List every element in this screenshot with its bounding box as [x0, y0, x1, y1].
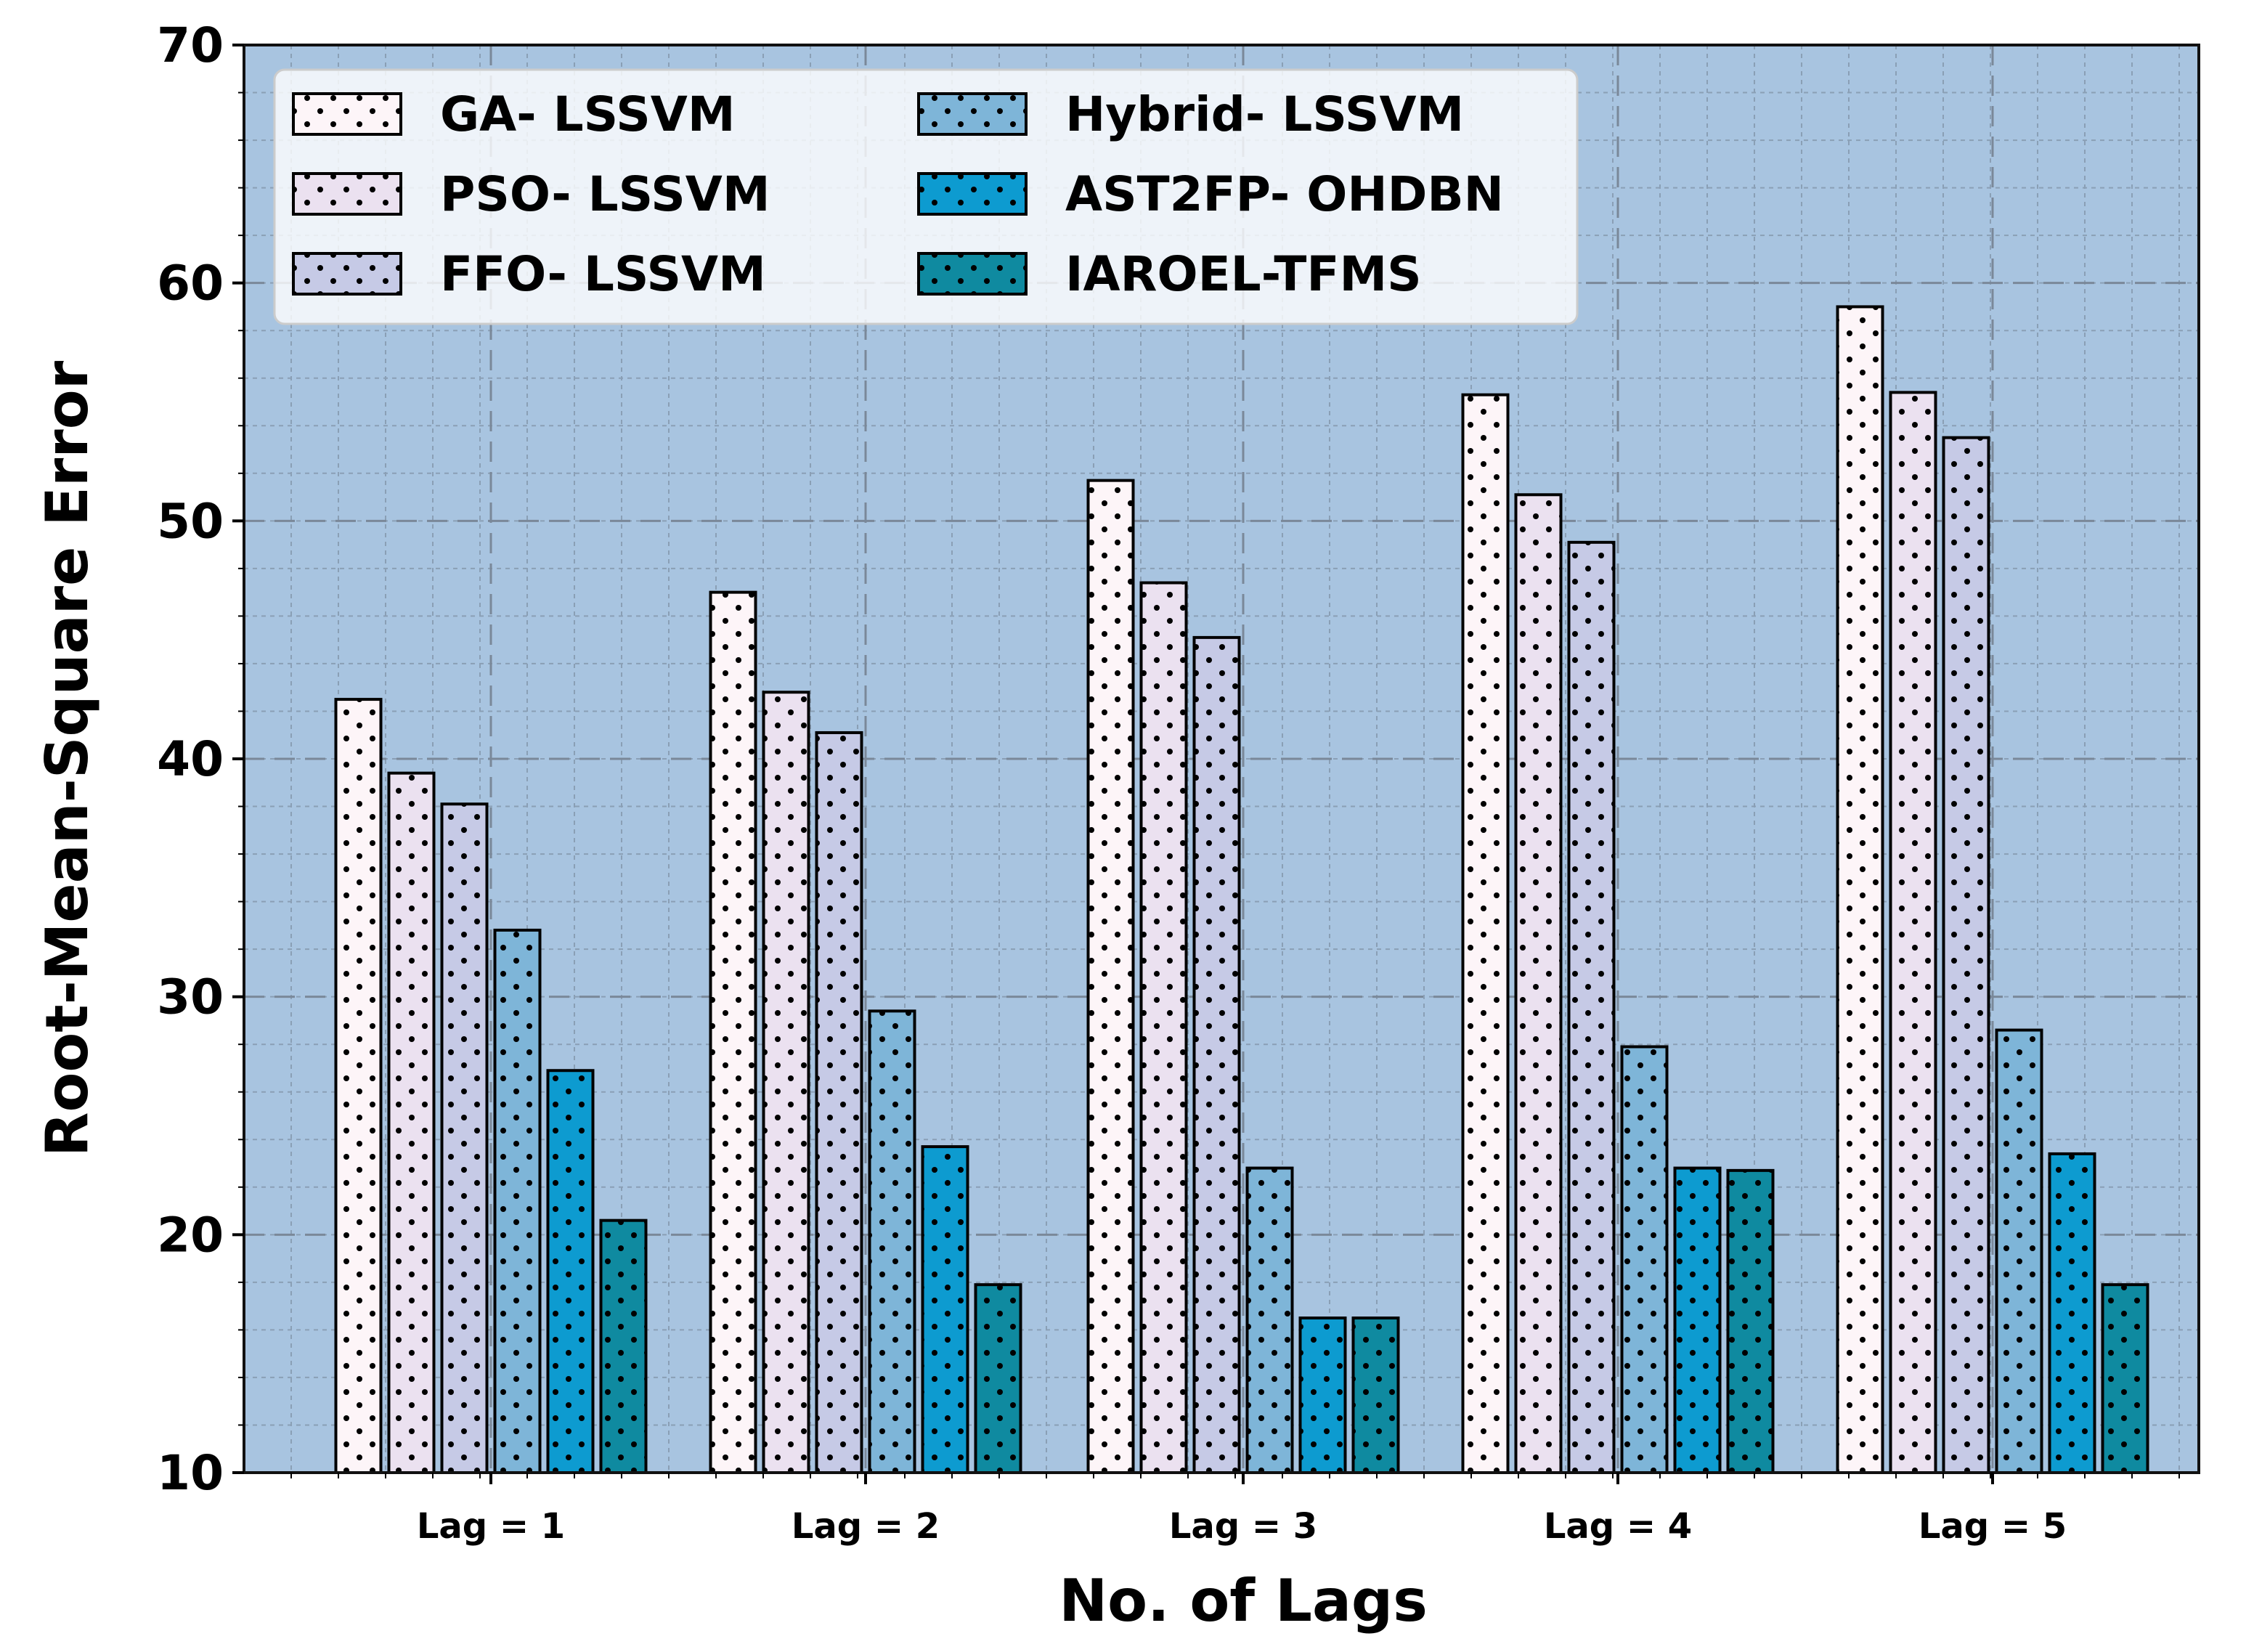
legend-item: PSO- LSSVM	[292, 166, 770, 222]
bar-hatch	[546, 1069, 595, 1474]
bar	[546, 1069, 595, 1474]
y-tick-label: 20	[157, 1207, 224, 1263]
y-tick-label: 40	[157, 731, 224, 787]
bar	[440, 802, 489, 1475]
bar	[1086, 479, 1135, 1474]
bar	[709, 590, 757, 1475]
bar	[1351, 1317, 1400, 1475]
bar	[599, 1218, 648, 1474]
legend-swatch	[917, 252, 1028, 296]
bar	[1889, 391, 1937, 1474]
bar-hatch	[974, 1283, 1022, 1474]
bar-hatch	[762, 691, 810, 1475]
legend-swatch	[292, 252, 402, 296]
bar-hatch	[334, 698, 383, 1474]
bar-hatch	[1461, 393, 1510, 1474]
legend-swatch	[292, 172, 402, 216]
bar	[1514, 493, 1563, 1474]
bar-hatch	[815, 731, 863, 1474]
x-tick-label: Lag = 3	[1169, 1506, 1317, 1547]
legend-swatch	[292, 92, 402, 136]
bar	[1836, 305, 1884, 1474]
y-tick-label: 70	[157, 17, 224, 73]
bar	[1298, 1317, 1347, 1475]
x-axis-title: No. of Lags	[1059, 1567, 1428, 1635]
bar	[974, 1283, 1022, 1474]
x-tick-label: Lag = 2	[792, 1506, 940, 1547]
bar-hatch	[1298, 1317, 1347, 1475]
bar-hatch	[868, 1009, 916, 1474]
bar	[1995, 1028, 2043, 1475]
legend-label: FFO- LSSVM	[440, 246, 766, 302]
bar-hatch	[1889, 391, 1937, 1474]
bar-hatch	[1995, 1028, 2043, 1475]
legend-item: AST2FP- OHDBN	[917, 166, 1504, 222]
bar-hatch	[387, 771, 436, 1475]
y-tick-label: 50	[157, 493, 224, 549]
y-axis: 10 20 30 40 50 60 70	[157, 17, 244, 1501]
legend-item: Hybrid- LSSVM	[917, 86, 1464, 142]
bar-hatch	[1514, 493, 1563, 1474]
bar-hatch	[1567, 540, 1616, 1474]
bar	[2048, 1152, 2096, 1474]
x-axis: Lag = 1 Lag = 2 Lag = 3 Lag = 4 Lag = 5	[290, 1473, 2180, 1547]
bar-hatch	[1245, 1166, 1294, 1474]
legend-item: FFO- LSSVM	[292, 246, 766, 302]
bar-hatch	[921, 1145, 969, 1474]
bar-hatch	[2101, 1283, 2149, 1474]
y-axis-title: Root-Mean-Square Error	[33, 360, 101, 1157]
bar	[1461, 393, 1510, 1474]
legend-item: GA- LSSVM	[292, 86, 736, 142]
legend-label: AST2FP- OHDBN	[1065, 166, 1504, 222]
bar-hatch	[440, 802, 489, 1475]
bar	[1620, 1045, 1669, 1474]
y-tick-label: 60	[157, 256, 224, 312]
legend-item: IAROEL-TFMS	[917, 246, 1422, 302]
bar-hatch	[2048, 1152, 2096, 1474]
legend-swatch	[917, 172, 1028, 216]
x-tick-label: Lag = 5	[1919, 1506, 2067, 1547]
bar-hatch	[1620, 1045, 1669, 1474]
bar	[868, 1009, 916, 1474]
bar-hatch	[1673, 1166, 1722, 1474]
bar	[1673, 1166, 1722, 1474]
legend: GA- LSSVM PSO- LSSVM FFO- LSSVM Hybrid- LSS…	[273, 68, 1579, 325]
x-tick-label: Lag = 4	[1544, 1506, 1692, 1547]
y-tick-label: 30	[157, 969, 224, 1025]
bar	[1942, 436, 1990, 1474]
bar	[1567, 540, 1616, 1474]
y-tick-label: 10	[157, 1445, 224, 1501]
legend-swatch	[917, 92, 1028, 136]
bar-hatch	[1942, 436, 1990, 1474]
legend-label: PSO- LSSVM	[440, 166, 770, 222]
bar	[762, 691, 810, 1475]
x-tick-label: Lag = 1	[417, 1506, 565, 1547]
bar	[921, 1145, 969, 1474]
bar	[1139, 581, 1188, 1475]
legend-label: Hybrid- LSSVM	[1065, 86, 1464, 142]
legend-label: GA- LSSVM	[440, 86, 736, 142]
bar	[334, 698, 383, 1474]
bar	[815, 731, 863, 1474]
bar-hatch	[599, 1218, 648, 1474]
bar	[2101, 1283, 2149, 1474]
bar	[387, 771, 436, 1475]
bar-hatch	[1192, 635, 1241, 1474]
bar-hatch	[709, 590, 757, 1475]
bar	[493, 928, 542, 1475]
bar	[1726, 1168, 1775, 1474]
bar-hatch	[1086, 479, 1135, 1474]
bar-hatch	[1139, 581, 1188, 1475]
bar	[1192, 635, 1241, 1474]
bar-hatch	[493, 928, 542, 1475]
bar-hatch	[1836, 305, 1884, 1474]
bar	[1245, 1166, 1294, 1474]
bar-hatch	[1351, 1317, 1400, 1475]
legend-label: IAROEL-TFMS	[1065, 246, 1422, 302]
bar-hatch	[1726, 1168, 1775, 1474]
